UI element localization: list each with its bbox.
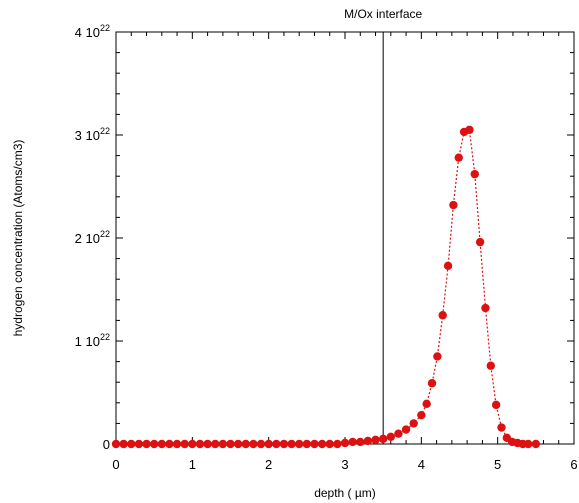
data-point [356,437,365,447]
data-point [249,439,258,449]
data-point [470,169,479,179]
data-point [142,439,151,449]
x-tick-label: 2 [265,457,272,472]
data-point [427,379,437,388]
data-point [401,425,411,434]
x-tick-label: 0 [112,457,119,472]
data-point [378,434,388,444]
x-axis-ticks [115,32,575,444]
data-point [422,399,431,409]
data-point [295,439,304,449]
data-point [531,439,541,449]
data-point [333,439,342,449]
data-point [310,439,319,449]
x-tick-label: 6 [570,457,577,472]
x-tick-label: 5 [494,457,501,472]
y-tick-label: 1 1022 [75,332,110,349]
y-tick-label: 0 [103,437,110,452]
data-point [287,439,296,449]
data-point [172,439,182,449]
data-point [272,439,281,449]
y-tick-label: 4 1022 [75,23,110,40]
data-point [454,153,463,162]
data-point [465,125,474,135]
data-point [119,439,128,449]
data-point [226,439,235,449]
x-tick-label: 3 [341,457,348,472]
data-point [241,439,250,449]
y-tick-label: 3 1022 [75,126,110,143]
data-point [394,429,403,438]
data-point [497,423,506,432]
y-tick-label: 2 1022 [75,229,110,246]
x-tick-label: 1 [189,457,196,472]
data-point [188,439,197,449]
data-point [279,439,289,449]
x-tick-label: 4 [418,457,425,472]
data-point [491,400,501,410]
x-axis-label: depth ( µm) [314,486,376,500]
x-axis-tick-labels: 0 1 2 3 4 5 6 [112,457,577,472]
data-point [443,261,453,271]
data-point [438,311,447,320]
y-axis-label: hydrogen concentration (Atoms/cm3) [11,140,25,337]
plot-frame [115,31,575,445]
y-axis-tick-labels: 0 1 1022 2 1022 3 1022 4 1022 [75,23,110,452]
data-point [134,439,144,449]
data-point [157,439,166,449]
data-point [409,419,418,428]
data-point [111,439,121,449]
data-point [417,410,426,420]
data-point [325,439,334,449]
data-point [363,436,373,446]
data-point [264,439,273,449]
data-point [348,437,357,447]
data-point [486,361,495,370]
data-point [233,439,243,449]
data-point [340,438,350,448]
data-point [371,435,380,445]
data-point [256,439,266,449]
data-point [211,439,220,449]
data-point [481,303,490,313]
data-point [317,439,327,449]
data-point [149,439,159,449]
data-point [165,439,174,449]
data-point [302,439,312,449]
data-point [433,352,442,361]
data-point [475,237,485,247]
data-point [524,439,533,449]
data-point [127,439,136,449]
interface-annotation: M/Ox interface [344,7,422,21]
data-point [218,439,228,449]
series-points [111,125,541,449]
data-point [195,439,205,449]
data-point [180,439,189,449]
data-point [449,200,458,210]
data-point [203,439,212,449]
y-axis-ticks [116,31,574,445]
data-point [386,432,395,441]
